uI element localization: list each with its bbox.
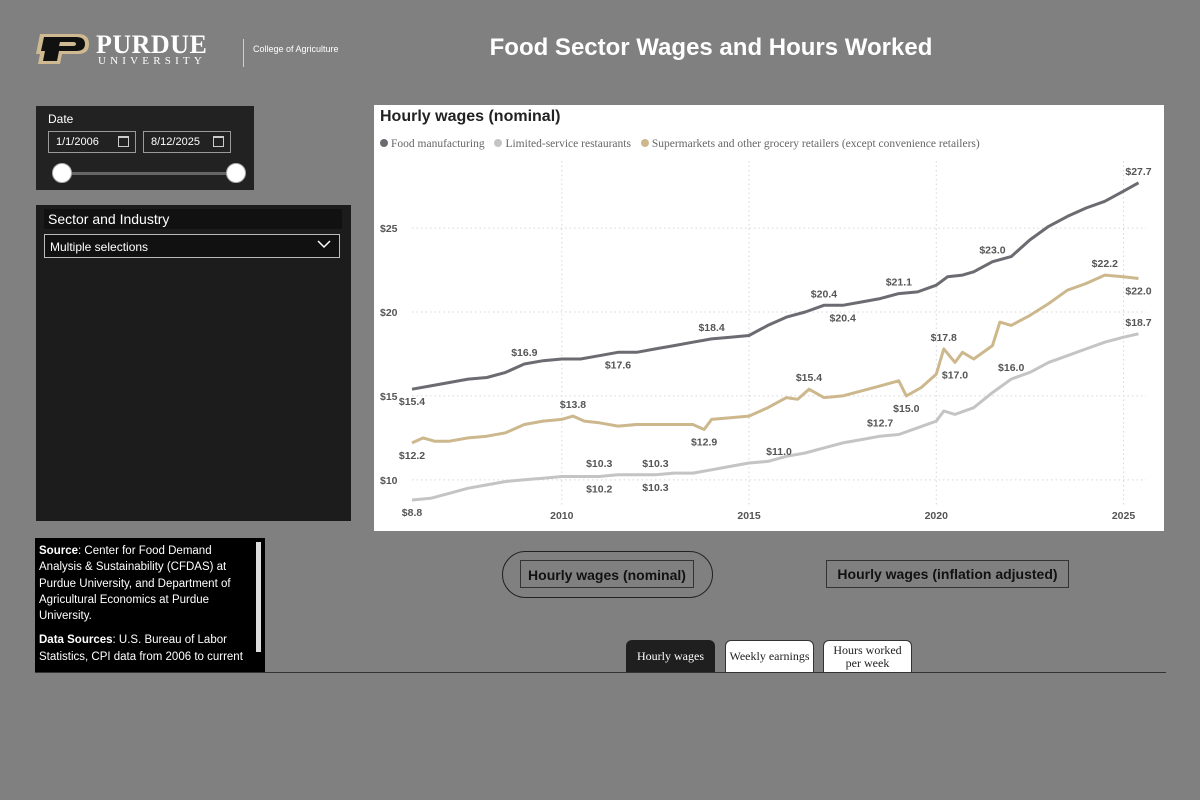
legend-item-supermarkets[interactable]: Supermarkets and other grocery retailers… (640, 138, 980, 150)
data-label: $21.1 (886, 277, 912, 289)
calendar-icon[interactable] (213, 136, 224, 147)
data-label: $12.2 (399, 450, 425, 462)
data-label: $13.8 (560, 399, 586, 411)
legend-label: Limited-service restaurants (505, 138, 631, 150)
page-title: Food Sector Wages and Hours Worked (489, 34, 933, 61)
x-tick-label: 2020 (925, 510, 949, 522)
data-label: $17.0 (942, 369, 968, 381)
data-label: $8.8 (402, 507, 423, 519)
data-label: $20.4 (830, 312, 856, 324)
purdue-logo: PURDUE UNIVERSITY College of Agriculture (36, 30, 339, 69)
legend-item-limited-service[interactable]: Limited-service restaurants (494, 138, 631, 150)
data-label: $16.9 (511, 347, 537, 359)
chart-legend: Food manufacturing Limited-service resta… (380, 138, 987, 150)
tab-hours-worked[interactable]: Hours worked per week (823, 640, 912, 672)
sector-label: Sector and Industry (44, 209, 342, 229)
inflation-adjusted-button[interactable]: Hourly wages (inflation adjusted) (826, 560, 1069, 588)
legend-dot (640, 139, 649, 147)
chart-canvas: $10 $15 $20 $25 2010 2015 2020 2025 $15.4 $16.9 $1… (380, 161, 1152, 522)
x-tick-label: 2015 (737, 510, 761, 522)
date-label: Date (48, 112, 74, 126)
start-date-value: 1/1/2006 (56, 136, 99, 148)
end-date-value: 8/12/2025 (151, 136, 200, 148)
data-label: $15.0 (893, 403, 919, 415)
series-line (411, 181, 1140, 391)
data-label: $12.9 (691, 436, 717, 448)
source-box: Source: Center for Food Demand Analysis … (35, 538, 265, 673)
legend-dot (494, 139, 503, 147)
wage-chart: $10 $15 $20 $25 2010 2015 2020 2025 $15.4 $16.9 $1… (374, 105, 1164, 531)
logo-wordmark: PURDUE (96, 30, 208, 59)
data-label: $11.0 (766, 446, 792, 458)
data-label: $17.8 (931, 332, 957, 344)
sector-selection: Multiple selections (50, 240, 149, 254)
data-label: $17.6 (605, 359, 631, 371)
legend-item-food-manufacturing[interactable]: Food manufacturing (380, 138, 485, 150)
date-start-handle[interactable] (52, 163, 72, 183)
data-label: $15.4 (399, 396, 425, 408)
data-label: $10.3 (642, 458, 668, 470)
logo-university: UNIVERSITY (98, 55, 206, 67)
scrollbar[interactable] (256, 542, 261, 652)
start-date-input[interactable]: 1/1/2006 (48, 131, 136, 153)
y-tick-label: $10 (380, 475, 398, 487)
chevron-down-icon[interactable] (317, 237, 331, 254)
x-tick-label: 2025 (1112, 510, 1136, 522)
data-label: $27.7 (1125, 166, 1151, 178)
source-body: : Center for Food Demand Analysis & Sust… (39, 545, 231, 623)
series-line (411, 273, 1139, 445)
logo-divider (243, 39, 244, 67)
data-label: $18.4 (698, 322, 724, 334)
data-label: $10.2 (586, 483, 612, 495)
date-slicer: Date 1/1/2006 8/12/2025 (36, 106, 254, 190)
legend-label: Food manufacturing (391, 138, 485, 150)
data-label: $20.4 (811, 288, 837, 300)
data-label: $15.4 (796, 372, 822, 384)
data-label: $22.2 (1092, 258, 1118, 270)
purdue-p-icon (36, 34, 89, 64)
data-label: $23.0 (979, 245, 1005, 257)
data-label: $16.0 (998, 362, 1024, 374)
calendar-icon[interactable] (118, 136, 129, 147)
end-date-input[interactable]: 8/12/2025 (143, 131, 231, 153)
tab-hours-label: Hours worked per week (833, 642, 902, 670)
source-text: Source: Center for Food Demand Analysis … (39, 543, 249, 673)
college-name: College of Agriculture (253, 44, 339, 54)
sector-slicer: Sector and Industry Multiple selections (36, 205, 351, 521)
data-label: $10.3 (586, 458, 612, 470)
data-label: $22.0 (1125, 285, 1151, 297)
legend-dot (380, 139, 388, 147)
x-tick-label: 2010 (550, 510, 574, 522)
data-sources-label: Data Sources (39, 634, 113, 647)
y-tick-label: $15 (380, 391, 398, 403)
sector-dropdown[interactable]: Multiple selections (44, 234, 340, 258)
nominal-button-frame: Hourly wages (nominal) (502, 551, 713, 598)
tab-baseline (35, 672, 1166, 673)
data-sources-body: : U.S. Bureau of Labor Statistics, CPI d… (39, 634, 243, 663)
nominal-wages-button[interactable]: Hourly wages (nominal) (520, 560, 694, 588)
legend-label: Supermarkets and other grocery retailers… (651, 138, 980, 150)
y-tick-label: $25 (380, 223, 398, 235)
source-label: Source (39, 545, 78, 557)
date-range-track[interactable] (62, 172, 236, 175)
series-line (411, 332, 1139, 502)
y-tick-label: $20 (380, 307, 398, 319)
tab-weekly-earnings[interactable]: Weekly earnings (725, 640, 814, 672)
chart-title: Hourly wages (nominal) (380, 108, 561, 125)
tab-hourly-wages[interactable]: Hourly wages (626, 640, 715, 672)
data-label: $10.3 (642, 482, 668, 494)
data-label: $18.7 (1125, 317, 1151, 329)
date-end-handle[interactable] (226, 163, 246, 183)
data-label: $12.7 (867, 418, 893, 430)
